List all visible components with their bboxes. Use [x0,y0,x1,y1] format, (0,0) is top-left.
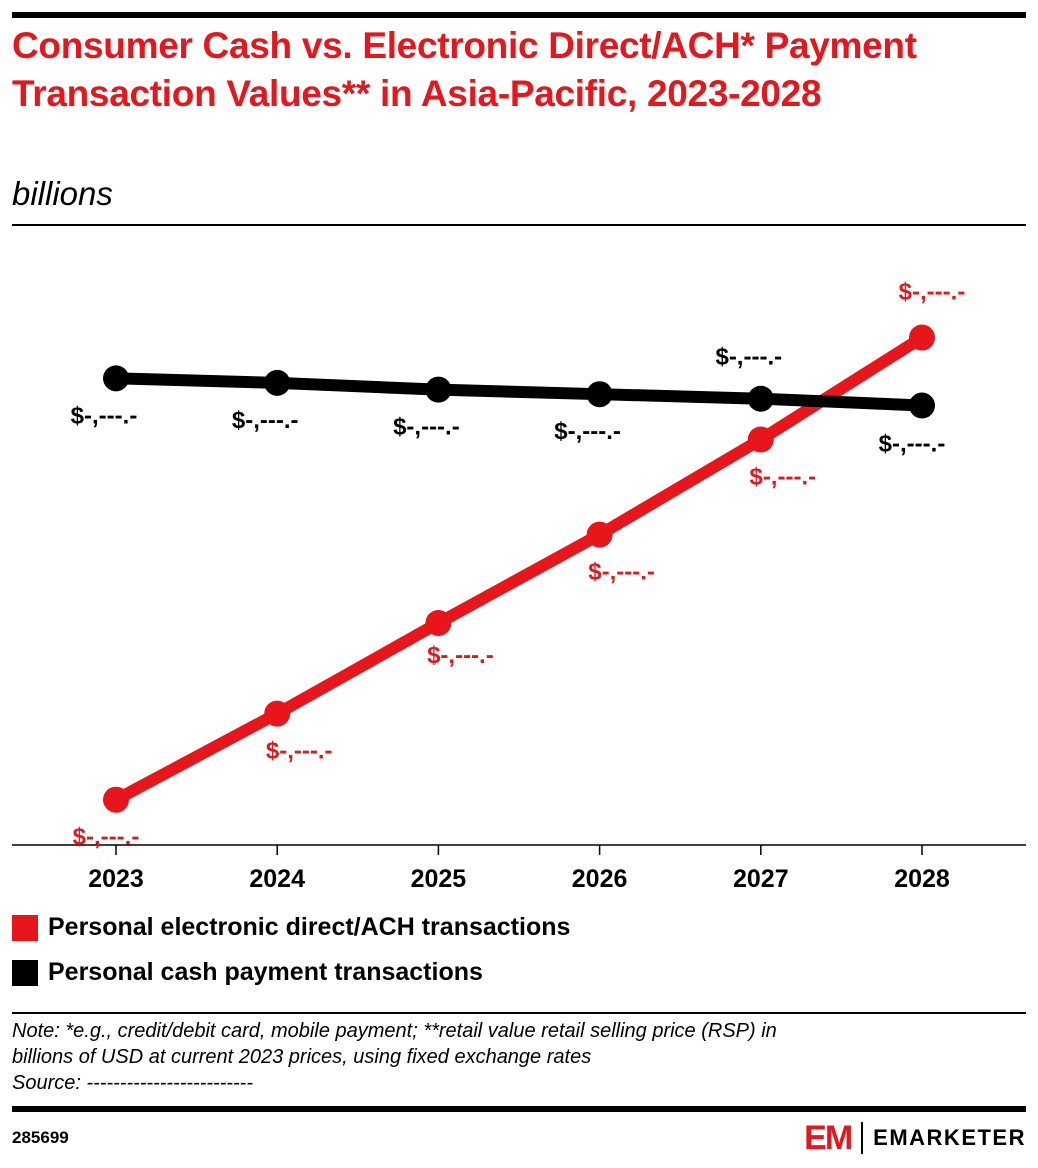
top-rule [12,12,1026,18]
data-label-cash-2027: $-,---.- [715,344,782,371]
line-chart: 2023 2024 2025 2026 2027 2028 $-,---.- $-,---.-… [12,279,1026,893]
logo-text: EMARKETER [873,1125,1026,1150]
emarketer-logo: EM EMARKETER [804,1120,1026,1156]
point-cash-2027 [747,385,774,412]
chart-id: 285699 [12,1128,69,1147]
note-line-1: Note: *e.g., credit/debit card, mobile p… [12,1020,777,1042]
point-electronic-2024 [264,700,291,727]
point-cash-2023 [103,365,129,392]
source-line: Source: ------------------------- [12,1072,253,1094]
legend: Personal electronic direct/ACH transacti… [12,905,570,995]
data-label-electronic-2028: $-,---.- [899,279,966,306]
series-line-cash [110,372,928,412]
x-tick-label-2023: 2023 [88,865,144,893]
data-label-cash-2023: $-,---.- [71,402,138,429]
chart-subtitle: billions [12,175,113,212]
x-tick-label-2027: 2027 [733,865,789,893]
x-tick-label-2028: 2028 [894,865,950,893]
note-line-2: billions of USD at current 2023 prices, … [12,1046,592,1068]
data-label-electronic-2024: $-,---.- [266,738,333,765]
point-cash-2028 [909,392,935,419]
data-label-cash-2028: $-,---.- [879,431,946,458]
x-tick-label-2026: 2026 [572,865,628,893]
note-rule [12,1012,1026,1014]
subtitle-rule [12,224,1026,226]
logo-separator [861,1122,864,1154]
data-label-electronic-2025: $-,---.- [427,642,494,669]
point-cash-2024 [264,369,291,396]
point-electronic-2028 [909,324,935,351]
chart-note: Note: *e.g., credit/debit card, mobile p… [12,1018,1022,1096]
legend-swatch-electronic [12,914,38,941]
logo-mark: EM [804,1119,853,1157]
x-tick-label-2025: 2025 [411,865,467,893]
data-label-electronic-2023: $-,---.- [73,824,140,851]
chart-title: Consumer Cash vs. Electronic Direct/ACH*… [12,25,917,114]
legend-label-cash: Personal cash payment transactions [48,958,483,986]
point-electronic-2025 [425,609,452,636]
point-electronic-2023 [103,786,129,813]
legend-label-electronic: Personal electronic direct/ACH transacti… [48,913,571,941]
point-electronic-2026 [586,521,613,548]
point-electronic-2027 [747,426,774,453]
bottom-rule [12,1106,1026,1112]
data-label-cash-2024: $-,---.- [232,407,299,434]
x-tick-label-2024: 2024 [249,865,305,893]
legend-item-cash: Personal cash payment transactions [12,950,570,995]
series-line-electronic [110,331,928,806]
point-cash-2026 [586,381,613,408]
data-label-electronic-2027: $-,---.- [749,463,816,490]
legend-swatch-cash [12,959,38,986]
data-label-electronic-2026: $-,---.- [588,559,655,586]
legend-item-electronic: Personal electronic direct/ACH transacti… [12,905,570,950]
point-cash-2025 [425,376,452,403]
data-label-cash-2025: $-,---.- [393,414,460,441]
data-label-cash-2026: $-,---.- [554,418,621,445]
